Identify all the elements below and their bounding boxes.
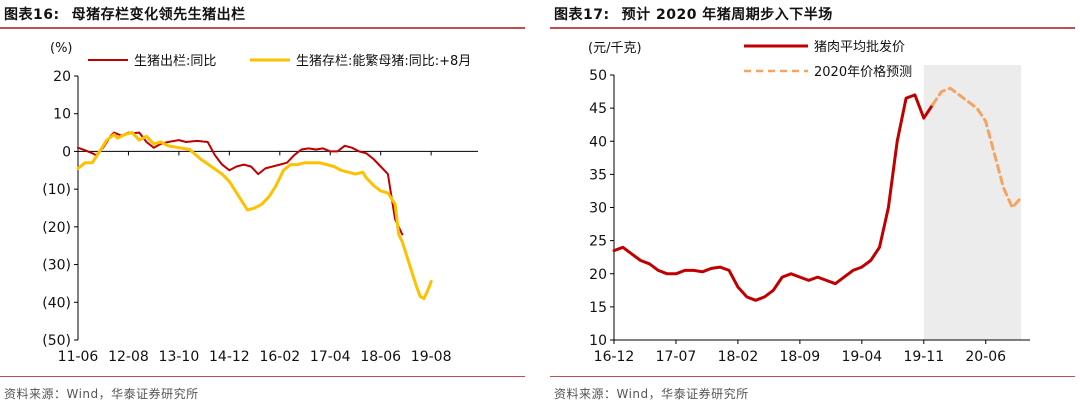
x-tick-label: 14-12	[209, 349, 250, 365]
title-rule	[0, 27, 525, 29]
y-tick-label: (40)	[42, 295, 71, 311]
x-tick-label: 17-04	[310, 349, 351, 365]
y-tick-label: 25	[589, 234, 607, 250]
x-tick-label: 18-02	[718, 349, 759, 365]
x-tick-label: 19-08	[411, 349, 452, 365]
chart-panel-left: 图表16: 母猪存栏变化领先生猪出栏 20 10 0 (10) (20) (30) (40) (…	[0, 0, 530, 409]
x-tick-label: 12-08	[108, 349, 149, 365]
y-tick-label: 15	[589, 300, 607, 316]
y-tick-label: (20)	[42, 220, 71, 236]
y-tick-label: 45	[589, 101, 607, 117]
y-tick-label: 35	[589, 167, 607, 183]
chart-svg: 50 45 40 35 30 25 20 15 10 (元/千克) 16-12 17-07 18-02 1…	[588, 39, 1030, 365]
chart-svg: 20 10 0 (10) (20) (30) (40) (50) (%) 11-06 12-08 13…	[42, 41, 478, 365]
legend-label-1: 生猪出栏:同比	[134, 54, 216, 69]
chart-panel-right: 图表17: 预计 2020 年猪周期步入下半场 50 45 40 35 30 25 20 15 1…	[550, 0, 1080, 409]
series-line-2	[76, 131, 433, 300]
forecast-shaded-region	[923, 65, 1022, 340]
legend-label-1: 猪肉平均批发价	[814, 39, 905, 55]
source-rule	[550, 376, 1075, 377]
y-unit-label: (%)	[50, 41, 73, 56]
x-tick-label: 19-04	[841, 349, 882, 365]
y-tick-label: 50	[589, 68, 607, 84]
chart-title: 图表16: 母猪存栏变化领先生猪出栏	[4, 4, 246, 24]
y-tick-label: 40	[589, 134, 607, 150]
series-line-1	[612, 93, 935, 302]
x-tick-label: 13-10	[159, 349, 200, 365]
y-tick-label: 0	[62, 144, 71, 160]
chart-title: 图表17: 预计 2020 年猪周期步入下半场	[554, 4, 833, 24]
figure-label: 图表16:	[4, 7, 60, 23]
y-unit-label: (元/千克)	[588, 41, 642, 56]
x-tick-label: 16-02	[259, 349, 300, 365]
x-tick-label: 16-12	[594, 349, 635, 365]
y-tick-label: (50)	[42, 333, 71, 349]
x-tick-label: 18-06	[360, 349, 401, 365]
x-tick-label: 18-09	[780, 349, 821, 365]
y-tick-label: 30	[589, 201, 607, 217]
series-line-1	[77, 131, 404, 236]
source-rule	[0, 376, 525, 377]
x-tick-label: 11-06	[58, 349, 99, 365]
title-rule	[550, 27, 1075, 29]
title-text: 母猪存栏变化领先生猪出栏	[71, 7, 246, 23]
x-tick-label: 17-07	[656, 349, 697, 365]
legend-label-2: 2020年价格预测	[814, 64, 912, 80]
y-tick-label: (30)	[42, 258, 71, 274]
series-line-2	[931, 86, 1023, 209]
figure-label: 图表17:	[554, 7, 610, 23]
y-tick-label: 10	[589, 333, 607, 349]
x-tick-label: 19-11	[903, 349, 944, 365]
x-tick-label: 20-06	[965, 349, 1006, 365]
y-tick-label: 10	[53, 107, 71, 123]
y-tick-label: 20	[589, 267, 607, 283]
legend-label-2: 生猪存栏:能繁母猪:同比:+8月	[296, 53, 471, 69]
source-note: 资料来源：Wind，华泰证券研究所	[4, 387, 199, 401]
title-text: 预计 2020 年猪周期步入下半场	[621, 7, 833, 23]
y-tick-label: 20	[53, 69, 71, 85]
source-note: 资料来源：Wind，华泰证券研究所	[554, 387, 749, 401]
y-tick-label: (10)	[42, 182, 71, 198]
